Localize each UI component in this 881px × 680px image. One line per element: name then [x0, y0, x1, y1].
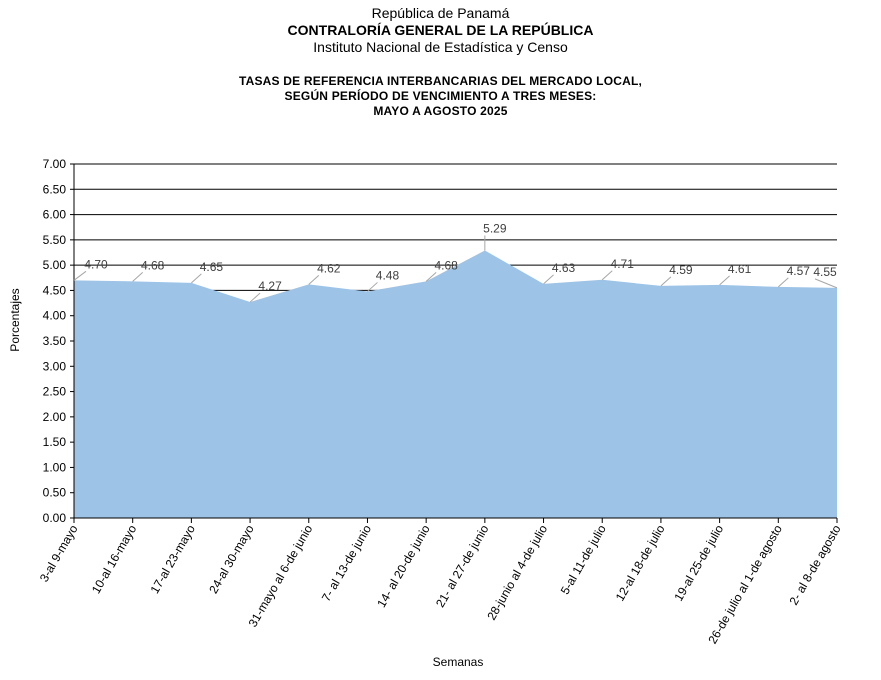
y-tick-label: 6.50 — [43, 182, 67, 196]
y-tick-label: 0.50 — [43, 486, 67, 500]
y-tick-label: 3.50 — [43, 334, 67, 348]
y-tick-label: 1.50 — [43, 435, 67, 449]
y-tick-label: 4.50 — [43, 283, 67, 297]
y-tick-label: 5.00 — [43, 258, 67, 272]
data-label-leader — [249, 292, 261, 303]
data-label-leader — [132, 271, 144, 282]
chart-title-line-2: SEGÚN PERÍODO DE VENCIMIENTO A TRES MESE… — [284, 89, 597, 103]
area-series — [74, 250, 837, 518]
institution-name: CONTRALORÍA GENERAL DE LA REPÚBLICA — [287, 22, 594, 38]
data-label-leader — [543, 274, 554, 285]
data-label-leader — [660, 276, 672, 287]
data-labels: 4.70 4.68 4.65 4.27 4.62 4.48 4.68 5.29 4.63 4.71… — [73, 221, 838, 303]
data-label: 4.27 — [258, 279, 282, 293]
data-label: 4.61 — [728, 262, 752, 276]
y-tick-labels: 0.00 0.50 1.00 1.50 2.00 2.50 3.00 3.50 4.00 4.50… — [43, 157, 67, 525]
data-label: 4.59 — [669, 263, 693, 277]
y-tick-label: 6.00 — [43, 208, 67, 222]
data-label: 4.63 — [552, 261, 576, 275]
y-tick-label: 2.00 — [43, 410, 67, 424]
x-tick-label: 3-al 9-mayo — [37, 522, 81, 584]
x-tick-labels: 3-al 9-mayo 10-al 16-mayo 17-al 23-mayo 24-… — [37, 522, 844, 646]
data-label-leader — [73, 270, 87, 281]
area-layer — [74, 250, 837, 518]
axes — [70, 163, 838, 523]
data-label: 4.48 — [376, 268, 400, 282]
chart-title: TASAS DE REFERENCIA INTERBANCARIAS DEL M… — [0, 74, 881, 119]
x-tick-label: 28-junio al 4-de julio — [484, 522, 550, 622]
data-label-leader — [719, 275, 730, 286]
data-label-leader — [601, 270, 613, 281]
data-label: 4.68 — [141, 258, 165, 272]
x-axis-title: Semanas — [433, 655, 484, 669]
data-label: 4.71 — [611, 257, 635, 271]
data-label: 4.70 — [84, 257, 108, 271]
x-tick-label: 12-al 18-de julio — [613, 522, 668, 603]
y-tick-label: 2.50 — [43, 385, 67, 399]
x-tick-label: 19-al 25-de julio — [671, 522, 726, 603]
y-tick-label: 7.00 — [43, 157, 67, 171]
y-axis-title: Porcentajes — [8, 288, 22, 351]
data-label: 4.55 — [813, 265, 837, 279]
data-label-leader — [367, 282, 378, 292]
data-label-leader — [777, 277, 789, 288]
data-label: 4.68 — [434, 258, 458, 272]
chart-title-line-3: MAYO A AGOSTO 2025 — [373, 104, 508, 118]
x-tick-label: 21- al 27-de junio — [433, 522, 492, 610]
data-label: 4.65 — [200, 260, 224, 274]
x-tick-label: 7- al 13-de junio — [319, 522, 374, 604]
x-tick-label: 5-al 11-de julio — [558, 522, 609, 597]
x-tick-label: 24-al 30-mayo — [206, 522, 257, 596]
data-label: 4.62 — [317, 261, 341, 275]
x-tick-label: 14- al 20-de junio — [374, 522, 433, 610]
x-tick-label: 10-al 16-mayo — [89, 522, 140, 596]
data-label-leader — [425, 271, 437, 282]
country-name: República de Panamá — [371, 5, 510, 21]
x-tick-label: 17-al 23-mayo — [147, 522, 198, 596]
y-tick-label: 0.00 — [43, 511, 67, 525]
report-header: República de Panamá CONTRALORÍA GENERAL … — [0, 5, 881, 56]
data-label: 5.29 — [483, 221, 507, 235]
data-label: 4.57 — [787, 264, 811, 278]
data-label-leader — [308, 274, 320, 285]
data-label-leader — [191, 273, 202, 284]
x-tick-label: 2- al 8-de agosto — [786, 522, 843, 607]
y-tick-label: 5.50 — [43, 233, 67, 247]
x-tick-label: 31-mayo al 6-de junio — [246, 522, 316, 629]
data-label-leader — [814, 278, 838, 289]
y-tick-label: 4.00 — [43, 309, 67, 323]
y-tick-label: 1.00 — [43, 460, 67, 474]
institute-name: Instituto Nacional de Estadística y Cens… — [313, 39, 568, 55]
chart-title-line-1: TASAS DE REFERENCIA INTERBANCARIAS DEL M… — [238, 74, 643, 88]
y-tick-label: 3.00 — [43, 359, 67, 373]
